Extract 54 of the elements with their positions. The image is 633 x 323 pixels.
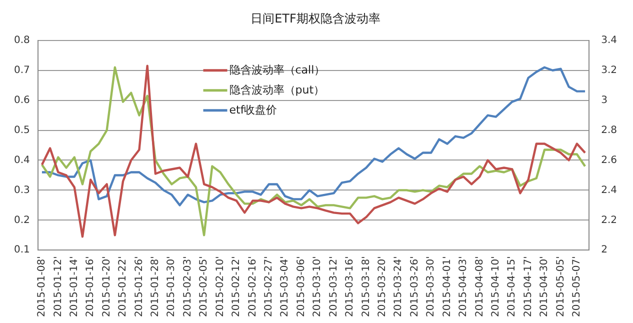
x-tick-label: 2015-02-05' bbox=[198, 256, 210, 318]
y-tick-label: 0.8 bbox=[14, 34, 30, 46]
y-tick-label: 0.6 bbox=[14, 94, 30, 106]
x-tick-label: 2015-04-01' bbox=[442, 256, 453, 318]
y-tick-label: 0.1 bbox=[14, 244, 30, 256]
x-tick-label: 2015-02-16' bbox=[247, 256, 258, 318]
x-tick-label: 2015-03-10' bbox=[312, 256, 324, 318]
x-tick-label: 2015-02-27' bbox=[264, 256, 275, 318]
y2-tick-label: 2.8 bbox=[601, 124, 618, 136]
y-tick-label: 0.3 bbox=[14, 184, 30, 196]
x-tick-label: 2015-02-12' bbox=[231, 256, 242, 318]
y2-tick-label: 2.2 bbox=[601, 214, 618, 226]
x-tick-label: 2015-04-10' bbox=[490, 256, 502, 318]
x-tick-label: 2015-04-15' bbox=[506, 256, 518, 318]
chart-title: 日间ETF期权隐含波动率 bbox=[250, 11, 380, 26]
y-tick-label: 0.4 bbox=[14, 154, 30, 166]
x-tick-label: 2015-01-20' bbox=[101, 256, 112, 318]
x-tick-label: 2015-05-07' bbox=[572, 256, 583, 318]
x-tick-label: 2015-01-28' bbox=[150, 256, 162, 318]
y2-tick-label: 2.6 bbox=[601, 154, 618, 166]
x-tick-label: 2015-02-10' bbox=[214, 256, 226, 318]
legend-label: etf收盘价 bbox=[229, 103, 278, 116]
x-tick-label: 2015-03-18' bbox=[360, 256, 372, 318]
x-tick-label: 2015-01-26' bbox=[134, 256, 145, 318]
x-tick-label: 2015-04-30' bbox=[539, 256, 550, 318]
x-tick-label: 2015-01-22' bbox=[118, 256, 129, 318]
x-tick-label: 2015-04-03' bbox=[458, 256, 470, 318]
y2-tick-label: 3.4 bbox=[601, 34, 618, 46]
legend-label: 隐含波动率（put） bbox=[229, 83, 325, 96]
x-tick-label: 2015-03-06' bbox=[296, 256, 307, 318]
x-tick-label: 2015-03-16' bbox=[344, 256, 356, 318]
y-tick-label: 0.7 bbox=[14, 64, 30, 76]
x-tick-label: 2015-01-30' bbox=[166, 256, 178, 318]
x-tick-label: 2015-03-30' bbox=[426, 256, 437, 318]
x-tick-label: 2015-05-05' bbox=[555, 256, 566, 318]
x-tick-label: 2015-04-17' bbox=[522, 256, 534, 318]
y-tick-label: 0.2 bbox=[14, 214, 30, 226]
x-tick-label: 2015-03-20' bbox=[376, 256, 388, 318]
x-tick-label: 2015-03-12' bbox=[328, 256, 340, 318]
x-tick-label: 2015-01-12' bbox=[52, 256, 64, 318]
y2-tick-label: 3 bbox=[601, 94, 608, 106]
legend-label: 隐含波动率（call） bbox=[229, 63, 326, 76]
x-tick-label: 2015-03-04' bbox=[280, 256, 291, 318]
y-tick-label: 0.5 bbox=[14, 124, 30, 136]
y2-tick-label: 3.2 bbox=[601, 64, 618, 76]
x-tick-label: 2015-01-14' bbox=[68, 256, 80, 318]
y2-tick-label: 2 bbox=[601, 244, 608, 256]
x-tick-label: 2015-01-08' bbox=[36, 256, 48, 318]
x-tick-label: 2015-01-16' bbox=[85, 256, 96, 318]
x-tick-label: 2015-03-26' bbox=[409, 256, 420, 318]
y2-tick-label: 2.4 bbox=[601, 184, 618, 196]
x-tick-label: 2015-04-08' bbox=[474, 256, 486, 318]
x-tick-label: 2015-03-24' bbox=[393, 256, 404, 318]
x-tick-label: 2015-02-03' bbox=[182, 256, 194, 318]
